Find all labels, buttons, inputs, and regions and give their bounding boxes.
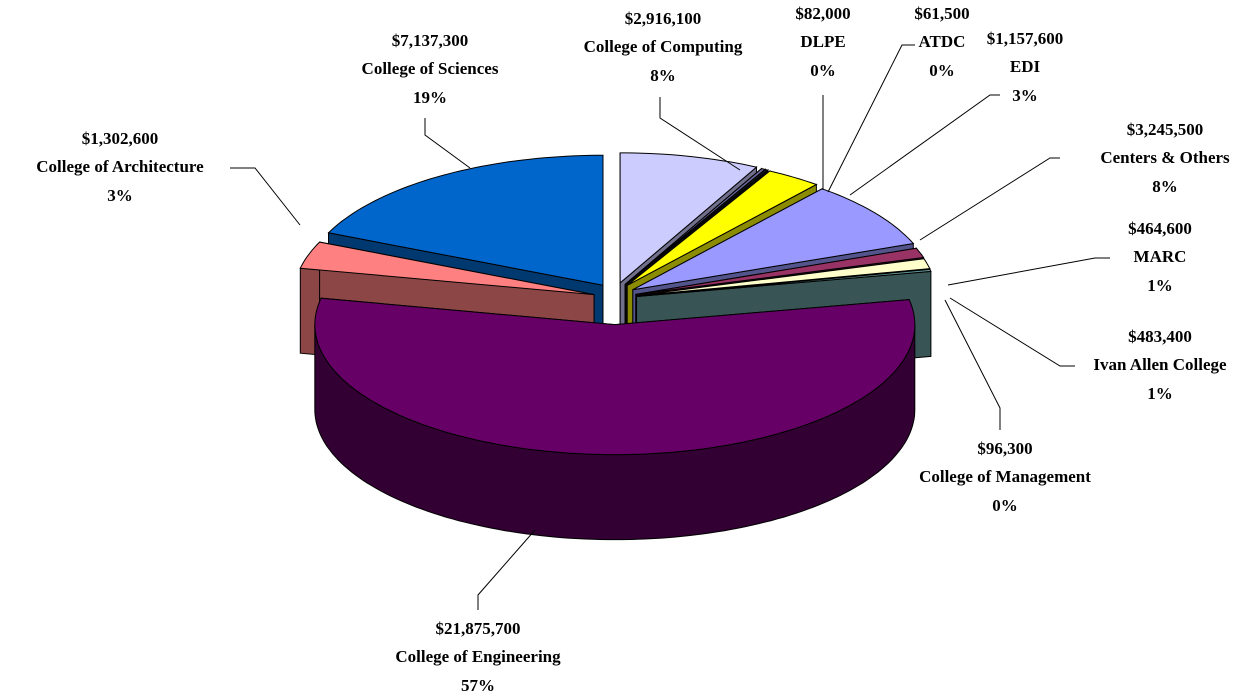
value-label: $464,600: [1128, 219, 1192, 238]
category-label: DLPE: [800, 32, 845, 51]
value-label: $7,137,300: [392, 31, 469, 50]
category-label: Centers & Others: [1100, 148, 1230, 167]
value-label: $2,916,100: [625, 9, 702, 28]
slice: [636, 258, 931, 297]
leader-line: [477, 529, 536, 610]
value-label: $1,157,600: [987, 29, 1064, 48]
leader-line: [919, 157, 1060, 241]
category-label: College of Architecture: [36, 157, 204, 176]
slice: [619, 152, 758, 284]
slice: [327, 154, 604, 286]
slice: [626, 170, 818, 286]
percent-label: 57%: [461, 676, 495, 695]
category-label: College of Management: [919, 467, 1091, 486]
slice: [632, 188, 915, 291]
value-label: $61,500: [914, 4, 969, 23]
percent-label: 8%: [1152, 177, 1178, 196]
percent-label: 0%: [929, 61, 955, 80]
slice-group: [314, 297, 916, 541]
category-label: EDI: [1010, 57, 1041, 76]
slice: [314, 297, 916, 456]
category-label: College of Sciences: [362, 59, 499, 78]
percent-label: 3%: [107, 186, 133, 205]
leader-line: [230, 167, 301, 226]
percent-label: 19%: [413, 88, 447, 107]
category-label: Ivan Allen College: [1093, 355, 1227, 374]
category-label: College of Computing: [584, 37, 743, 56]
slice: [625, 168, 770, 285]
category-label: MARC: [1134, 247, 1187, 266]
category-label: College of Engineering: [395, 647, 561, 666]
leader-line: [424, 118, 471, 169]
leader-line: [659, 97, 741, 171]
percent-label: 1%: [1147, 276, 1173, 295]
value-label: $82,000: [795, 4, 850, 23]
slice: [635, 247, 925, 295]
value-label: $483,400: [1128, 327, 1192, 346]
leader-line: [949, 297, 1075, 367]
leader-line: [944, 299, 1001, 430]
leader-line: [947, 257, 1110, 286]
percent-label: 3%: [1012, 86, 1038, 105]
slice: [299, 241, 595, 296]
leader-line: [827, 44, 915, 193]
percent-label: 0%: [992, 496, 1018, 515]
percent-label: 1%: [1147, 384, 1173, 403]
slice: [636, 268, 932, 297]
value-label: $1,302,600: [82, 129, 159, 148]
value-label: $96,300: [977, 439, 1032, 458]
percent-label: 0%: [810, 61, 836, 80]
value-label: $21,875,700: [436, 619, 521, 638]
category-label: ATDC: [919, 32, 966, 51]
value-label: $3,245,500: [1127, 120, 1204, 139]
percent-label: 8%: [650, 66, 676, 85]
leader-line: [849, 94, 1000, 196]
